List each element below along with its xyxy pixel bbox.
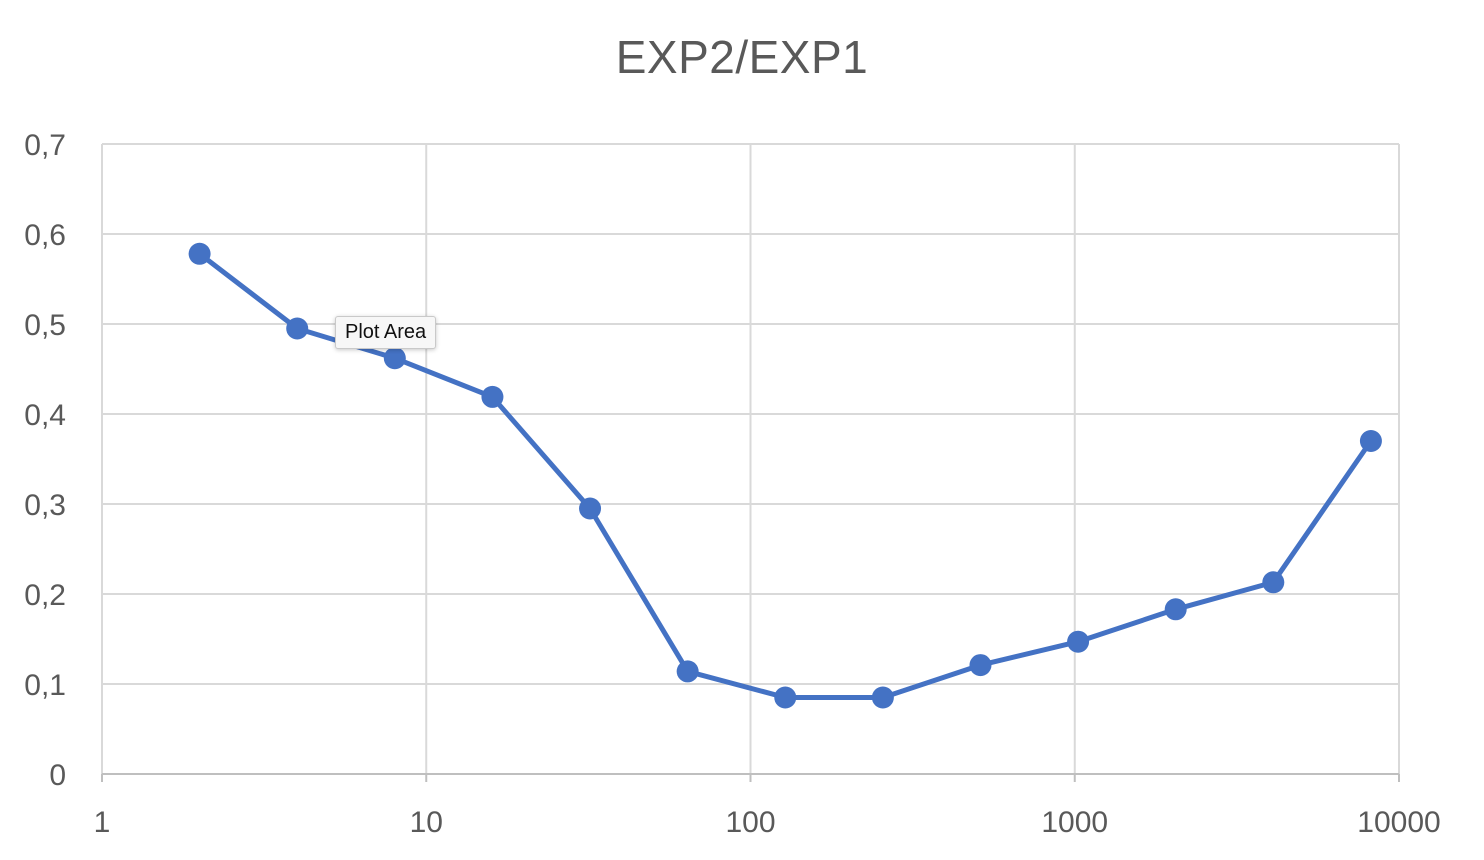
data-point [383, 347, 406, 370]
data-point [1359, 430, 1382, 452]
y-tick-label: 0 [49, 759, 66, 792]
plot-area-tooltip: Plot Area [335, 316, 437, 349]
chart-title: EXP2/EXP1 [615, 31, 869, 83]
y-tick-label: 0,7 [24, 129, 66, 162]
y-tick-label: 0,4 [24, 399, 66, 432]
data-point [1067, 630, 1090, 653]
y-tick-label: 0,5 [24, 309, 66, 342]
x-tick-label: 100 [725, 806, 775, 839]
data-point [579, 497, 602, 520]
x-tick-label: 1 [94, 806, 111, 839]
y-tick-label: 0,2 [24, 579, 66, 612]
data-point [286, 317, 309, 340]
data-point [676, 660, 699, 683]
x-tick-label: 10 [410, 806, 443, 839]
gridlines [102, 143, 1400, 774]
axes [101, 144, 1400, 782]
data-point [1164, 598, 1187, 621]
data-point [188, 242, 211, 265]
x-tick-label: 1000 [1041, 806, 1108, 839]
y-tick-label: 0,1 [24, 669, 66, 702]
y-tick-label: 0,3 [24, 489, 66, 522]
data-point [1262, 571, 1285, 594]
data-point [871, 686, 894, 709]
data-point [774, 686, 797, 709]
data-point [969, 654, 992, 677]
x-tick-label: 10000 [1357, 806, 1440, 839]
y-tick-label: 0,6 [24, 219, 66, 252]
data-point [481, 385, 504, 408]
series-layer [188, 242, 1382, 709]
tick-labels: 0 0,1 0,2 0,3 0,4 0,5 0,6 0,7 1 10 100 1000 10000 [24, 129, 1440, 839]
